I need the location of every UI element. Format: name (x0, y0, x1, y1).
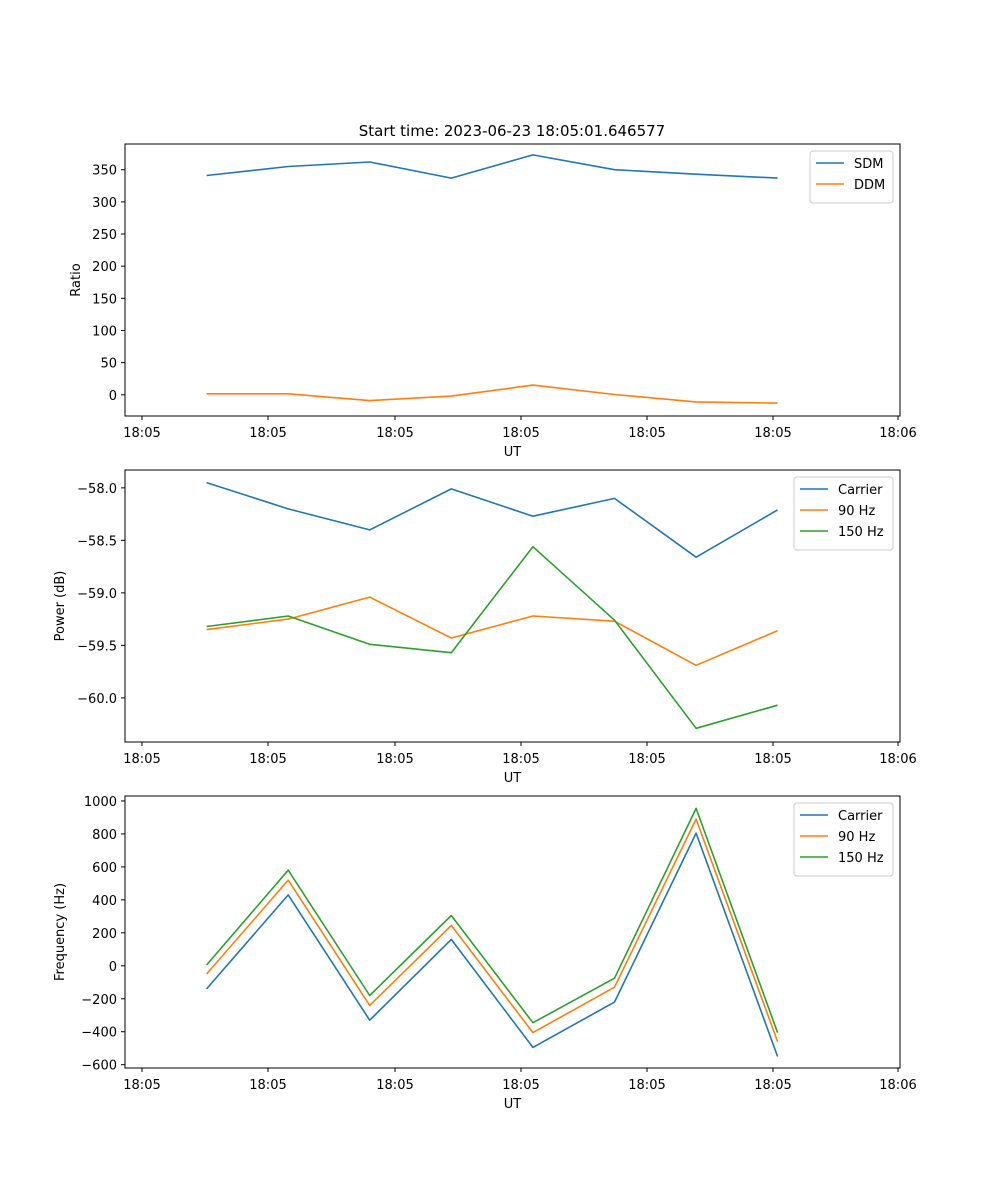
y-tick-label: 350 (92, 164, 117, 179)
series-line-carrier (206, 481, 779, 559)
y-tick-label: 1000 (84, 795, 117, 810)
legend-label: Carrier (838, 483, 883, 498)
y-tick-label: 0 (109, 389, 117, 404)
x-tick-label: 18:06 (879, 752, 916, 767)
x-axis-label: UT (504, 1097, 522, 1112)
y-axis-label: Power (dB) (53, 571, 68, 642)
y-tick-label: −59.0 (77, 587, 117, 602)
x-tick-label: 18:05 (628, 1078, 665, 1093)
x-tick-label: 18:06 (879, 1078, 916, 1093)
y-axis-label: Ratio (69, 263, 84, 296)
plot-frame (124, 469, 901, 743)
figure-title: Start time: 2023-06-23 18:05:01.646577 (359, 122, 665, 140)
legend-label: Carrier (838, 809, 883, 824)
series-line-carrier (205, 832, 779, 1057)
chart-panel-1: 18:05 18:05 18:05 18:05 18:05 18:05 18:06 0 50 10… (69, 143, 917, 460)
series-line-150-hz (206, 545, 778, 730)
x-tick-label: 18:05 (502, 1078, 539, 1093)
x-tick-label: 18:05 (502, 426, 539, 441)
legend: SDM DDM (809, 150, 894, 204)
legend-label: 90 Hz (838, 830, 875, 845)
x-tick-label: 18:05 (754, 426, 791, 441)
legend-label: 90 Hz (838, 504, 875, 519)
y-tick-label: −58.5 (77, 534, 117, 549)
x-axis-label: UT (504, 771, 522, 786)
series-line-ddm (206, 384, 778, 404)
x-tick-label: 18:05 (249, 752, 286, 767)
legend-label: DDM (854, 178, 885, 193)
y-tick-label: 250 (92, 228, 117, 243)
legend-box (809, 150, 894, 204)
x-tick-label: 18:05 (754, 752, 791, 767)
x-tick-label: 18:05 (628, 752, 665, 767)
y-tick-label: 600 (92, 861, 117, 876)
chart-panel-3: 18:05 18:05 18:05 18:05 18:05 18:05 18:06 −600 −… (53, 795, 917, 1112)
x-tick-label: 18:05 (249, 426, 286, 441)
x-tick-label: 18:05 (123, 1078, 160, 1093)
x-tick-label: 18:05 (376, 752, 413, 767)
y-tick-label: −400 (81, 1026, 117, 1041)
x-tick-label: 18:06 (879, 426, 916, 441)
y-tick-label: −60.0 (77, 692, 117, 707)
series-line-90-hz (205, 818, 779, 1042)
y-tick-label: 300 (92, 196, 117, 211)
y-axis-label: Frequency (Hz) (53, 883, 68, 981)
legend: Carrier 90 Hz 150 Hz (793, 802, 894, 877)
y-tick-label: 0 (109, 960, 117, 975)
y-tick-label: 100 (92, 324, 117, 339)
x-tick-label: 18:05 (376, 1078, 413, 1093)
chart-panel-2: 18:05 18:05 18:05 18:05 18:05 18:05 18:06 −58.0… (53, 469, 917, 786)
x-tick-label: 18:05 (123, 426, 160, 441)
y-tick-label: −58.0 (77, 482, 117, 497)
x-axis-label: UT (504, 445, 522, 460)
y-tick-label: 800 (92, 828, 117, 843)
legend-label: SDM (854, 157, 883, 172)
x-tick-label: 18:05 (123, 752, 160, 767)
y-tick-label: −59.5 (77, 639, 117, 654)
y-tick-label: 150 (92, 292, 117, 307)
y-tick-label: 200 (92, 260, 117, 275)
series-line-90-hz (206, 596, 778, 667)
y-tick-label: 200 (92, 927, 117, 942)
x-tick-label: 18:05 (376, 426, 413, 441)
legend-label: 150 Hz (838, 851, 884, 866)
y-tick-label: 50 (100, 357, 117, 372)
x-tick-label: 18:05 (754, 1078, 791, 1093)
legend: Carrier 90 Hz 150 Hz (793, 476, 894, 551)
x-tick-label: 18:05 (628, 426, 665, 441)
legend-label: 150 Hz (838, 525, 884, 540)
x-tick-label: 18:05 (502, 752, 539, 767)
series-line-sdm (206, 154, 778, 179)
y-tick-label: −200 (81, 993, 117, 1008)
y-tick-label: 400 (92, 894, 117, 909)
series-line-150-hz (205, 807, 779, 1033)
y-tick-label: −600 (81, 1059, 117, 1074)
plot-frame (124, 795, 901, 1069)
plot-frame (124, 143, 901, 417)
subplot-panels: 18:05 18:05 18:05 18:05 18:05 18:05 18:06 0 50 10… (53, 143, 917, 1112)
x-tick-label: 18:05 (249, 1078, 286, 1093)
